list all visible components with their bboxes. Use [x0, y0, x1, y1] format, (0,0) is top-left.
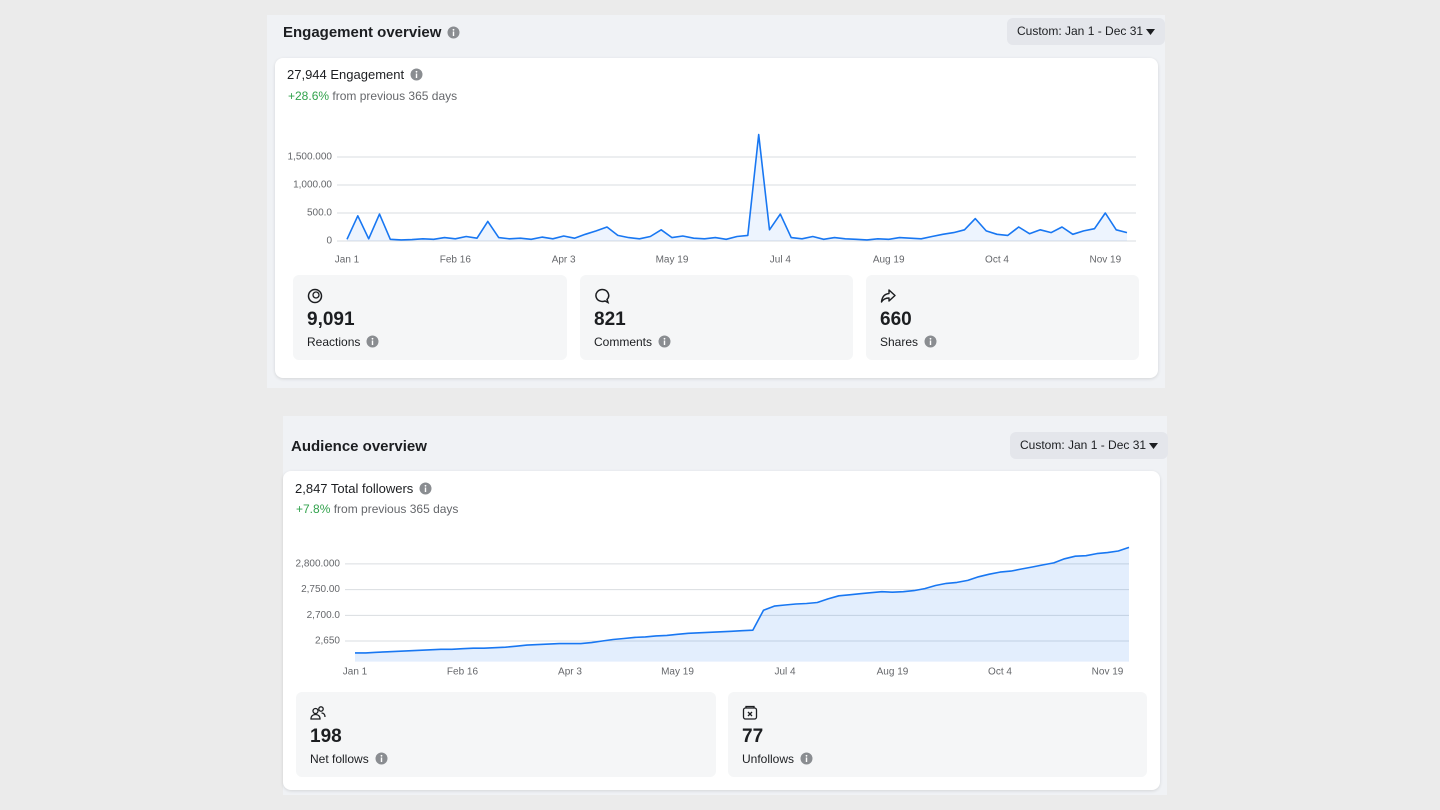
x-tick-label: Jul 4	[774, 667, 796, 678]
reactions-icon	[307, 288, 323, 304]
x-tick-label: Feb 16	[440, 255, 472, 266]
metric-card: 821 Comments	[580, 275, 853, 360]
metric-label: Net follows	[310, 752, 388, 766]
total-line: 27,944 Engagement	[287, 67, 423, 82]
change-value: +7.8%	[296, 502, 331, 516]
label-text: Comments	[594, 335, 653, 349]
info-icon[interactable]	[800, 752, 813, 765]
series-line	[355, 546, 1130, 654]
info-icon[interactable]	[419, 482, 432, 495]
change-line: +28.6% from previous 365 days	[288, 89, 457, 103]
label-text: Net follows	[310, 752, 369, 766]
metric-label: Comments	[594, 335, 671, 349]
button-text: Custom: Jan 1 - Dec 31	[1017, 24, 1144, 38]
info-icon[interactable]	[410, 68, 423, 81]
y-tick-label: 1,500.000	[288, 152, 333, 163]
series-line	[346, 133, 1128, 241]
x-tick-label: Feb 16	[447, 667, 479, 678]
metric-card: 77 Unfollows	[728, 692, 1147, 777]
x-tick-label: Aug 19	[873, 255, 905, 266]
unfollows-icon	[742, 705, 758, 720]
title-text: Engagement overview	[283, 24, 442, 41]
metric-value: 9,091	[307, 309, 355, 330]
y-tick-label: 1,000.00	[293, 180, 332, 191]
metric-card: 660 Shares	[866, 275, 1139, 360]
x-tick-label: Aug 19	[877, 667, 909, 678]
metric-value: 821	[594, 309, 626, 330]
info-icon[interactable]	[366, 335, 379, 348]
metric-value: 77	[742, 726, 764, 747]
y-tick-label: 2,800.000	[296, 559, 341, 570]
x-tick-label: May 19	[656, 255, 689, 266]
y-tick-label: 0	[326, 236, 332, 247]
metric-card: 198 Net follows	[296, 692, 716, 777]
button-text: Custom: Jan 1 - Dec 31	[1020, 438, 1147, 452]
y-tick-label: 2,650	[315, 636, 340, 647]
area-fill	[347, 134, 1127, 241]
comments-icon	[595, 288, 610, 304]
x-tick-label: Oct 4	[988, 667, 1012, 678]
change-line: +7.8% from previous 365 days	[296, 502, 458, 516]
metric-label: Shares	[880, 335, 937, 349]
x-tick-label: Nov 19	[1089, 255, 1121, 266]
metric-card: 9,091 Reactions	[293, 275, 567, 360]
info-icon[interactable]	[447, 26, 460, 39]
total-text: 27,944 Engagement	[287, 67, 405, 82]
area-fill	[355, 547, 1129, 662]
change-text: from previous 365 days	[332, 89, 458, 103]
total-text: 2,847 Total followers	[295, 481, 414, 496]
x-tick-label: Apr 3	[552, 255, 576, 266]
y-tick-label: 500.0	[307, 208, 332, 219]
x-tick-label: May 19	[661, 667, 694, 678]
panel-title: Audience overview	[291, 438, 427, 455]
change-text: from previous 365 days	[333, 502, 459, 516]
caret	[1149, 443, 1159, 449]
follows-icon	[310, 706, 326, 720]
shares-icon	[880, 289, 896, 303]
change-value: +28.6%	[288, 89, 330, 103]
y-tick-label: 2,750.00	[301, 584, 340, 595]
x-tick-label: Apr 3	[558, 667, 582, 678]
caret	[1146, 29, 1156, 35]
metric-label: Reactions	[307, 335, 379, 349]
metric-value: 660	[880, 309, 912, 330]
x-tick-label: Nov 19	[1092, 667, 1124, 678]
info-icon[interactable]	[658, 335, 671, 348]
info-icon[interactable]	[375, 752, 388, 765]
date-range-button[interactable]: Custom: Jan 1 - Dec 31	[1010, 432, 1169, 459]
date-range-button[interactable]: Custom: Jan 1 - Dec 31	[1007, 18, 1166, 45]
y-tick-label: 2,700.0	[307, 610, 341, 621]
metric-value: 198	[310, 726, 342, 747]
x-tick-label: Oct 4	[985, 255, 1009, 266]
total-line: 2,847 Total followers	[295, 481, 432, 496]
x-tick-label: Jan 1	[335, 255, 360, 266]
label-text: Reactions	[307, 335, 361, 349]
x-tick-label: Jan 1	[343, 667, 368, 678]
label-text: Unfollows	[742, 752, 795, 766]
label-text: Shares	[880, 335, 919, 349]
info-icon[interactable]	[924, 335, 937, 348]
x-tick-label: Jul 4	[770, 255, 792, 266]
panel-title: Engagement overview	[283, 24, 460, 41]
metric-label: Unfollows	[742, 752, 813, 766]
